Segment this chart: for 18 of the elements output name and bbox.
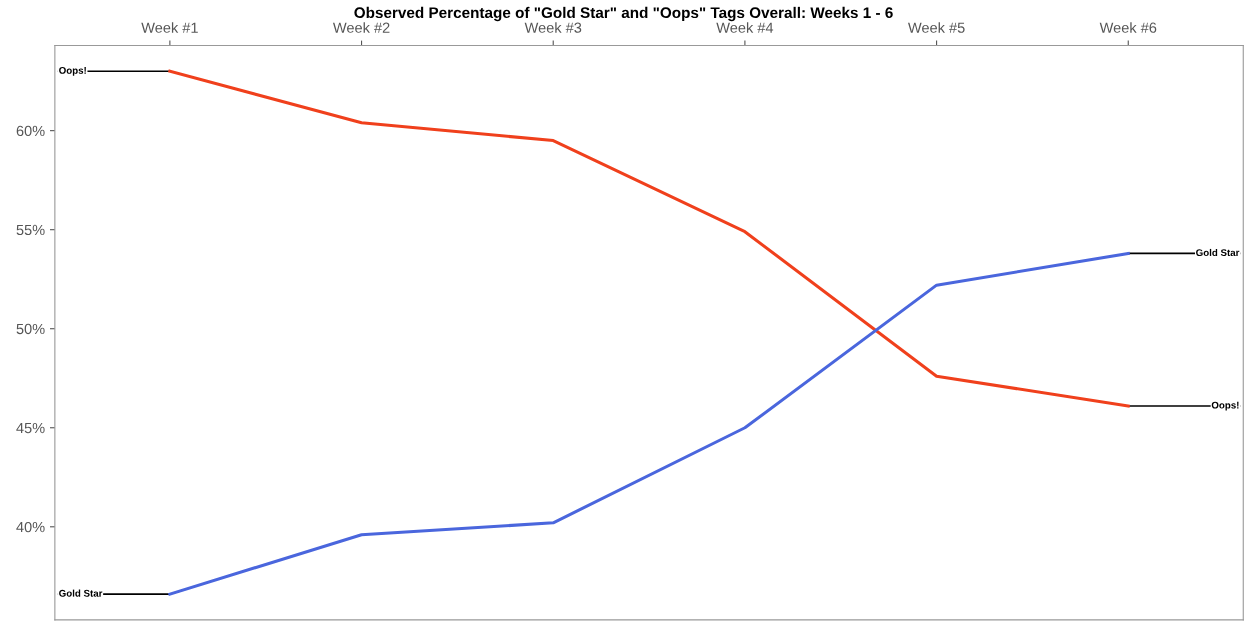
text: Oops! (1211, 401, 1239, 411)
x-tick-label: Week #5 (908, 22, 965, 33)
text: Oops! (59, 66, 86, 76)
y-tick-label: 45% (16, 422, 45, 434)
line-series (168, 69, 1130, 408)
x-tick-label: Week #6 (1099, 22, 1157, 33)
x-tick-label: Week #4 (716, 22, 774, 33)
x-tick-label: Week #3 (524, 22, 582, 33)
y-tick-label: 40% (16, 521, 45, 533)
line-series (168, 251, 1130, 596)
chart-title: Observed Percentage of "Gold Star" and "Oops" Tags Overall: Weeks 1 - 6 (354, 6, 893, 22)
x-tick-label: Week #1 (141, 22, 198, 33)
y-tick-label: 60% (16, 125, 45, 137)
text: Gold Star (59, 589, 103, 597)
y-tick-label: 50% (16, 323, 45, 335)
text: Gold Star (1196, 248, 1240, 257)
y-tick-label: 55% (16, 224, 45, 236)
x-tick-label: Week #2 (332, 22, 390, 33)
